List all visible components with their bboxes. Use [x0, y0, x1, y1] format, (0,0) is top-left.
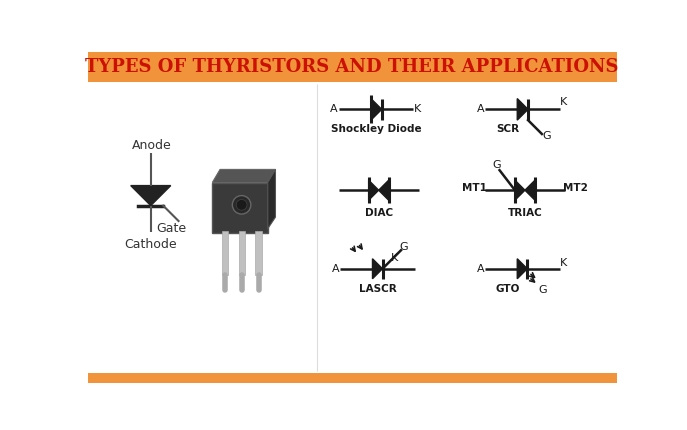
Polygon shape — [525, 180, 535, 200]
Bar — [88, 374, 617, 383]
Text: MT1: MT1 — [462, 183, 487, 193]
Text: K: K — [414, 104, 420, 114]
Text: SCR: SCR — [497, 124, 519, 134]
Bar — [212, 182, 268, 233]
Text: Gate: Gate — [156, 222, 186, 235]
Bar — [256, 231, 262, 275]
Text: K: K — [560, 97, 567, 107]
Text: K: K — [391, 253, 398, 263]
Polygon shape — [515, 180, 525, 200]
Text: Anode: Anode — [133, 139, 172, 152]
Text: MT2: MT2 — [563, 183, 587, 193]
Text: A: A — [477, 104, 484, 114]
Polygon shape — [371, 98, 382, 120]
Text: TYPES OF THYRISTORS AND THEIR APPLICATIONS: TYPES OF THYRISTORS AND THEIR APPLICATIO… — [85, 58, 618, 76]
Text: A: A — [477, 264, 484, 274]
Text: DIAC: DIAC — [365, 208, 393, 218]
Text: A: A — [332, 264, 339, 274]
Bar — [238, 231, 245, 275]
Text: TRIAC: TRIAC — [508, 208, 542, 218]
Polygon shape — [372, 259, 383, 279]
Text: GTO: GTO — [496, 284, 520, 294]
Polygon shape — [131, 186, 171, 206]
Text: G: G — [542, 131, 551, 141]
Polygon shape — [517, 259, 527, 279]
Text: A: A — [330, 104, 338, 114]
Bar — [222, 231, 227, 275]
Polygon shape — [379, 180, 389, 200]
Bar — [88, 52, 617, 83]
Text: K: K — [560, 258, 567, 267]
Text: Shockley Diode: Shockley Diode — [331, 124, 422, 134]
Polygon shape — [268, 169, 275, 229]
Text: Cathode: Cathode — [124, 238, 177, 251]
Circle shape — [236, 200, 247, 210]
Circle shape — [232, 196, 251, 214]
Text: G: G — [400, 242, 408, 252]
Text: G: G — [539, 285, 547, 295]
Polygon shape — [369, 180, 379, 200]
Polygon shape — [517, 98, 528, 120]
Text: G: G — [492, 160, 501, 170]
Polygon shape — [212, 169, 275, 182]
Text: LASCR: LASCR — [359, 284, 397, 294]
